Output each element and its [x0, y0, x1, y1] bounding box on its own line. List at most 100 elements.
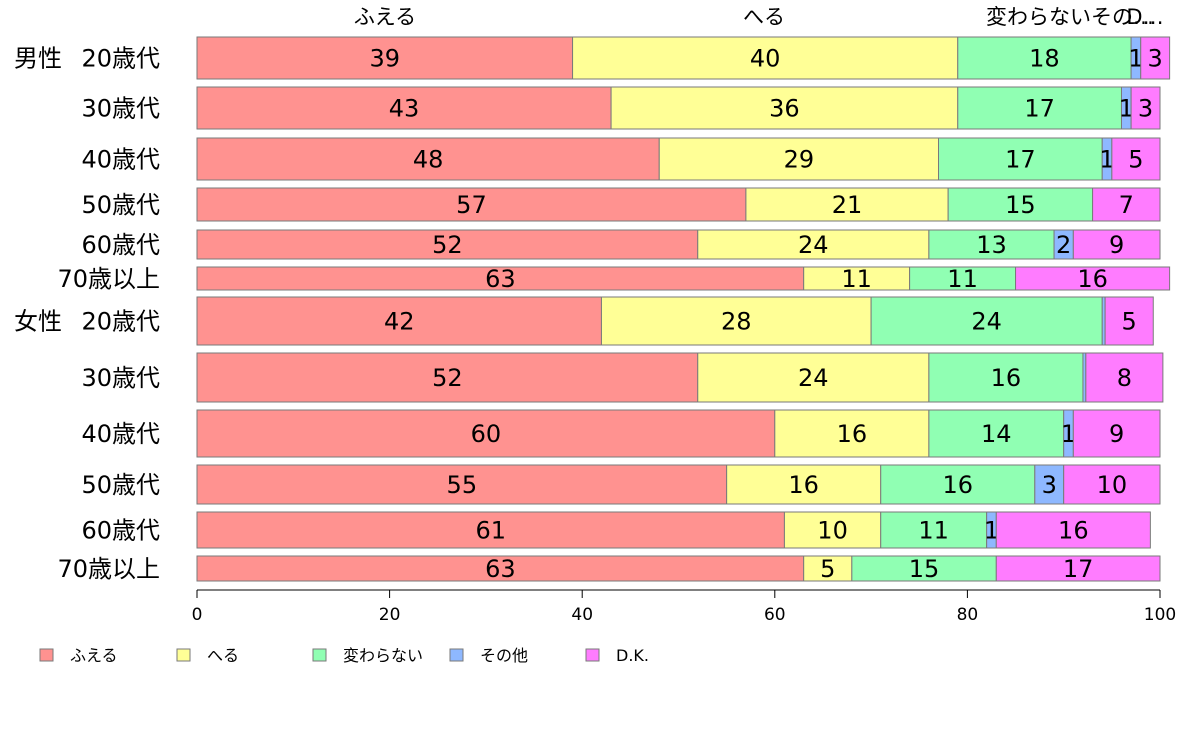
bar-segment — [196, 137, 660, 181]
group-label: 女性 — [14, 308, 62, 336]
row-labels: 20歳代男性30歳代40歳代50歳代60歳代70歳以上20歳代女性30歳代40歳… — [14, 45, 160, 584]
bar-segment — [928, 229, 1055, 260]
bar-segment — [196, 511, 785, 549]
bar-segment — [697, 229, 930, 260]
bar-segment — [572, 36, 959, 80]
bar-segment — [1072, 409, 1161, 458]
data-label: 39 — [370, 45, 401, 73]
bar-segment — [957, 86, 1122, 130]
bar-segment — [995, 511, 1151, 549]
bar-segment — [697, 352, 930, 403]
bar-segment — [196, 555, 805, 582]
data-label: 5 — [820, 555, 835, 583]
data-label: 24 — [798, 364, 829, 392]
bar-segment — [726, 464, 882, 505]
x-tick-label: 40 — [571, 605, 593, 625]
bar-segment — [1111, 137, 1161, 181]
row-label: 40歳代 — [81, 146, 160, 174]
row-label: 30歳代 — [81, 95, 160, 123]
bar-segment — [928, 409, 1065, 458]
data-label: 57 — [456, 191, 487, 219]
bar-segment — [658, 137, 940, 181]
legend-swatch — [312, 648, 327, 662]
data-label: 48 — [413, 146, 444, 174]
top-label-2: へる — [743, 5, 785, 29]
data-label: 14 — [981, 420, 1012, 448]
bar-segment — [1085, 352, 1164, 403]
bar-segment — [928, 352, 1084, 403]
data-label: 16 — [837, 420, 868, 448]
x-axis: 0 20 40 60 80 100 — [192, 589, 1176, 625]
data-label: 11 — [918, 517, 949, 545]
row-label: 50歳代 — [81, 471, 160, 499]
data-label: 11 — [947, 265, 978, 293]
data-label: 9 — [1109, 231, 1124, 259]
bar-segment — [196, 187, 747, 222]
data-label: 61 — [475, 517, 506, 545]
legend-label: その他 — [480, 646, 528, 665]
data-label: 10 — [817, 517, 848, 545]
row-label: 70歳以上 — [57, 265, 160, 293]
data-label: 42 — [384, 308, 415, 336]
bar-segment — [880, 464, 1036, 505]
bar-segment — [938, 137, 1103, 181]
top-label-3: 変わらないその… — [986, 5, 1154, 29]
data-label: 1 — [1061, 420, 1076, 448]
row-label: 50歳代 — [81, 191, 160, 219]
data-label: 60 — [471, 420, 502, 448]
legend-swatch — [449, 648, 464, 662]
data-label: 8 — [1117, 364, 1132, 392]
x-tick-label: 100 — [1144, 605, 1176, 625]
top-label-4: D… — [1126, 5, 1163, 29]
top-label-1: ふえる — [354, 5, 416, 29]
bar-segment — [774, 409, 930, 458]
legend: ふえる へる 変わらない その他 D.K. — [39, 646, 649, 665]
data-label: 18 — [1029, 45, 1060, 73]
row-label: 60歳代 — [81, 517, 160, 545]
bar-segment — [196, 409, 776, 458]
data-label: 16 — [1077, 265, 1108, 293]
data-label: 52 — [432, 364, 463, 392]
data-label: 63 — [485, 265, 516, 293]
row-label: 60歳代 — [81, 231, 160, 259]
row-label: 20歳代 — [81, 308, 160, 336]
bar-segment — [1072, 229, 1161, 260]
data-label: 24 — [798, 231, 829, 259]
data-label: 9 — [1109, 420, 1124, 448]
top-category-labels: ふえる へる 変わらないその… D… — [354, 5, 1164, 29]
data-label: 55 — [447, 471, 478, 499]
data-label: 52 — [432, 231, 463, 259]
data-label: 13 — [976, 231, 1007, 259]
data-label: 3 — [1138, 95, 1153, 123]
data-label: 1 — [1119, 95, 1134, 123]
bar-segment — [196, 36, 574, 80]
data-label: 2 — [1056, 231, 1071, 259]
bar-segment — [957, 36, 1132, 80]
data-label: 3 — [1042, 471, 1057, 499]
data-label: 15 — [1005, 191, 1036, 219]
bar-segment — [1015, 266, 1171, 291]
data-label: 24 — [971, 308, 1002, 336]
x-tick-label: 20 — [379, 605, 401, 625]
data-label: 10 — [1097, 471, 1128, 499]
data-label: 36 — [769, 95, 800, 123]
data-label: 3 — [1148, 45, 1163, 73]
data-label: 43 — [389, 95, 420, 123]
x-tick-label: 80 — [957, 605, 979, 625]
data-label: 17 — [1063, 555, 1094, 583]
data-label: 11 — [841, 265, 872, 293]
bar-segment — [196, 296, 602, 346]
data-label: 17 — [1005, 146, 1036, 174]
bar-segment — [1092, 187, 1161, 222]
legend-label: へる — [207, 646, 239, 665]
bar-segment — [1130, 86, 1161, 130]
legend-swatch — [39, 648, 54, 662]
bar-segment — [745, 187, 949, 222]
bar-segment — [1063, 464, 1161, 505]
bar-segment — [947, 187, 1094, 222]
legend-swatch — [585, 648, 600, 662]
legend-label: ふえる — [70, 646, 118, 665]
bar-segment — [196, 229, 699, 260]
row-label: 70歳以上 — [57, 555, 160, 583]
